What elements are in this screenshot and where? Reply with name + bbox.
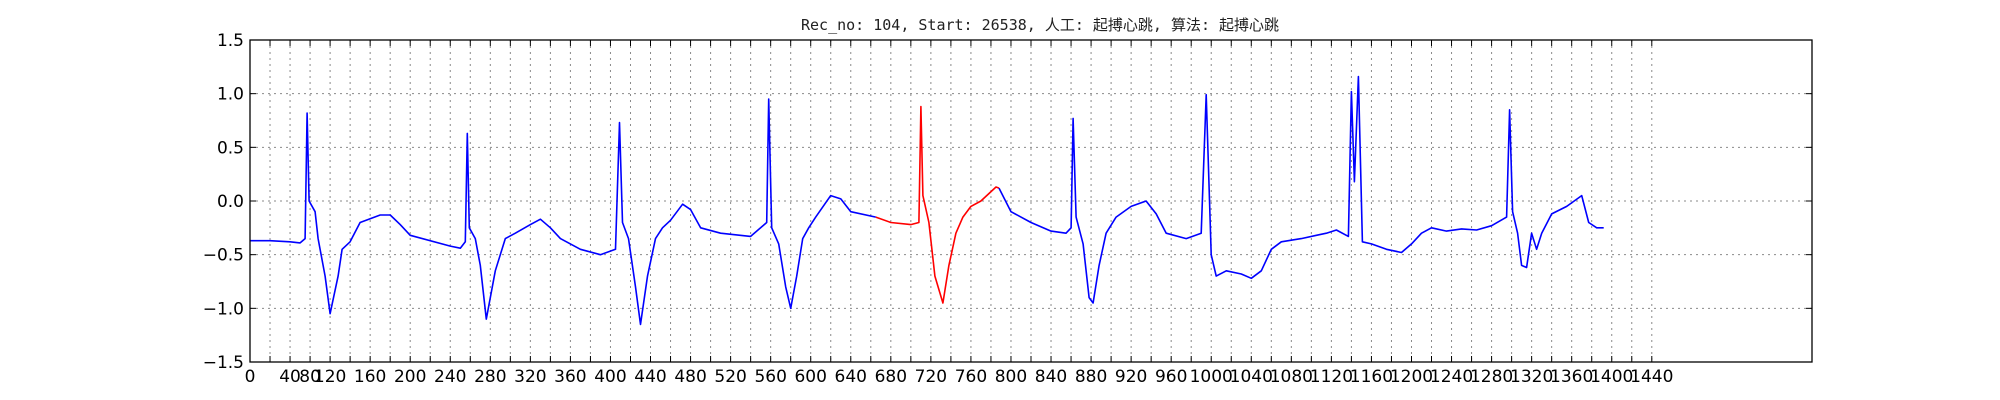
chart-title: Rec_no: 104, Start: 26538, 人工: 起搏心跳, 算法:… [801,16,1279,34]
x-tick-label: 40 [279,367,301,387]
x-tick-label: 1160 [1350,367,1393,387]
x-tick-label: 360 [554,367,586,387]
x-tick-label: 320 [514,367,546,387]
x-tick-label: 120 [314,367,346,387]
x-tick-label: 560 [754,367,786,387]
x-tick-label: 640 [835,367,867,387]
y-tick-label: 1.0 [217,85,244,105]
x-tick-label: 480 [674,367,706,387]
x-tick-label: 760 [955,367,987,387]
x-tick-label: 1240 [1430,367,1473,387]
x-tick-label: 1200 [1390,367,1433,387]
x-tick-label: 920 [1115,367,1147,387]
grid [250,40,1812,362]
series-line-2 [875,105,1000,304]
y-tick-label: −1.0 [203,299,244,319]
x-tick-label: 1320 [1510,367,1553,387]
x-tick-label: 200 [394,367,426,387]
x-tick-label: 520 [714,367,746,387]
x-tick-label: 1280 [1470,367,1513,387]
y-axis: −1.5 −1.0 −0.5 0.0 0.5 1.0 1.5 [203,31,1812,373]
x-tick-label: 0 [245,367,256,387]
x-tick-label: 1400 [1590,367,1633,387]
x-tick-label: 1120 [1310,367,1353,387]
y-tick-label: 0.0 [217,192,244,212]
x-tick-label: 680 [875,367,907,387]
x-tick-label: 600 [794,367,826,387]
series-line-3 [998,75,1604,304]
y-tick-label: 0.5 [217,138,244,158]
x-tick-label: 440 [634,367,666,387]
x-tick-label: 1440 [1630,367,1673,387]
x-tick-label: 960 [1155,367,1187,387]
y-tick-label: −0.5 [203,246,244,266]
x-tick-label: 720 [915,367,947,387]
x-tick-label: 1360 [1550,367,1593,387]
x-tick-label: 160 [354,367,386,387]
x-tick-label: 880 [1075,367,1107,387]
x-tick-label: 80 [299,367,321,387]
series-group [250,75,1604,326]
x-tick-label: 800 [995,367,1027,387]
x-tick-label: 280 [474,367,506,387]
y-tick-label: 1.5 [217,31,244,51]
x-tick-label: 840 [1035,367,1067,387]
x-tick-label: 240 [434,367,466,387]
series-line-1 [250,98,876,326]
x-tick-label: 400 [594,367,626,387]
y-tick-label: −1.5 [203,353,244,373]
x-tick-label: 1080 [1270,367,1313,387]
x-tick-label: 1040 [1230,367,1273,387]
x-tick-label: 1000 [1190,367,1233,387]
